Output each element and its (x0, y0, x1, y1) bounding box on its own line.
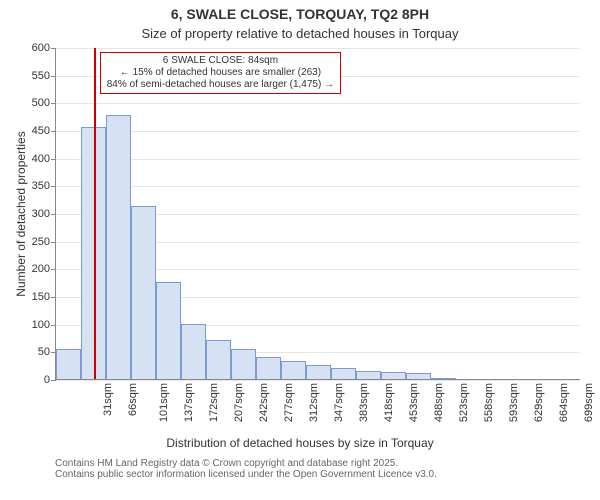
y-tick-label: 100 (32, 319, 50, 331)
histogram-bar (131, 206, 156, 379)
x-tick-label: 172sqm (208, 383, 220, 422)
histogram-bar (206, 340, 231, 379)
histogram-bar (281, 361, 306, 379)
x-tick-label: 664sqm (558, 383, 570, 422)
y-tick-mark (51, 103, 56, 104)
gridline (56, 380, 580, 381)
x-tick-label: 629sqm (533, 383, 545, 422)
y-tick-mark (51, 186, 56, 187)
y-tick-mark (51, 159, 56, 160)
x-tick-label: 207sqm (233, 383, 245, 422)
annotation-line-1: 6 SWALE CLOSE: 84sqm (107, 55, 334, 67)
gridline (56, 131, 580, 132)
annotation-line-3: 84% of semi-detached houses are larger (… (107, 79, 334, 91)
x-tick-label: 488sqm (433, 383, 445, 422)
y-tick-mark (51, 297, 56, 298)
x-tick-label: 277sqm (283, 383, 295, 422)
y-tick-label: 600 (32, 42, 50, 54)
x-tick-label: 558sqm (483, 383, 495, 422)
gridline (56, 159, 580, 160)
x-tick-label: 699sqm (583, 383, 595, 422)
y-tick-label: 250 (32, 236, 50, 248)
annotation-line-2: ← 15% of detached houses are smaller (26… (107, 67, 334, 79)
reference-line (94, 48, 96, 379)
chart-title: 6, SWALE CLOSE, TORQUAY, TQ2 8PH (0, 6, 600, 22)
y-tick-label: 0 (44, 374, 50, 386)
y-tick-mark (51, 214, 56, 215)
histogram-bar (381, 372, 406, 379)
histogram-bar (106, 115, 131, 379)
chart-subtitle: Size of property relative to detached ho… (0, 26, 600, 41)
x-axis-label: Distribution of detached houses by size … (0, 436, 600, 450)
x-tick-label: 312sqm (308, 383, 320, 422)
histogram-bar (356, 371, 381, 379)
y-tick-label: 350 (32, 180, 50, 192)
histogram-bar (156, 282, 181, 379)
histogram-bar (331, 368, 356, 379)
plot-area: 05010015020025030035040045050055060031sq… (55, 48, 580, 380)
y-tick-mark (51, 48, 56, 49)
histogram-bar (306, 365, 331, 379)
y-tick-mark (51, 76, 56, 77)
histogram-bar (431, 378, 456, 379)
y-tick-label: 450 (32, 125, 50, 137)
y-tick-label: 300 (32, 208, 50, 220)
x-tick-label: 453sqm (408, 383, 420, 422)
x-tick-label: 523sqm (458, 383, 470, 422)
y-tick-label: 500 (32, 97, 50, 109)
gridline (56, 103, 580, 104)
x-tick-label: 101sqm (158, 383, 170, 422)
histogram-bar (181, 324, 206, 379)
x-tick-label: 242sqm (258, 383, 270, 422)
property-size-histogram: 6, SWALE CLOSE, TORQUAY, TQ2 8PH Size of… (0, 0, 600, 500)
y-tick-label: 150 (32, 291, 50, 303)
gridline (56, 48, 580, 49)
y-axis-label: Number of detached properties (14, 48, 28, 380)
footer-line-1: Contains HM Land Registry data © Crown c… (55, 458, 600, 469)
histogram-bar (231, 349, 256, 379)
y-tick-label: 400 (32, 153, 50, 165)
y-tick-label: 200 (32, 263, 50, 275)
y-tick-mark (51, 242, 56, 243)
x-tick-label: 347sqm (333, 383, 345, 422)
footer-line-2: Contains public sector information licen… (55, 469, 600, 480)
chart-footer: Contains HM Land Registry data © Crown c… (55, 458, 600, 480)
y-tick-label: 50 (38, 346, 50, 358)
x-tick-label: 31sqm (102, 383, 114, 416)
x-tick-label: 418sqm (383, 383, 395, 422)
y-tick-mark (51, 269, 56, 270)
y-tick-label: 550 (32, 70, 50, 82)
histogram-bar (56, 349, 81, 379)
x-tick-label: 383sqm (358, 383, 370, 422)
x-tick-label: 137sqm (183, 383, 195, 422)
histogram-bar (256, 357, 281, 379)
y-tick-mark (51, 380, 56, 381)
x-tick-label: 66sqm (127, 383, 139, 416)
histogram-bar (406, 373, 431, 379)
x-tick-label: 593sqm (508, 383, 520, 422)
gridline (56, 186, 580, 187)
y-tick-mark (51, 131, 56, 132)
reference-annotation: 6 SWALE CLOSE: 84sqm ← 15% of detached h… (100, 52, 341, 94)
y-tick-mark (51, 325, 56, 326)
